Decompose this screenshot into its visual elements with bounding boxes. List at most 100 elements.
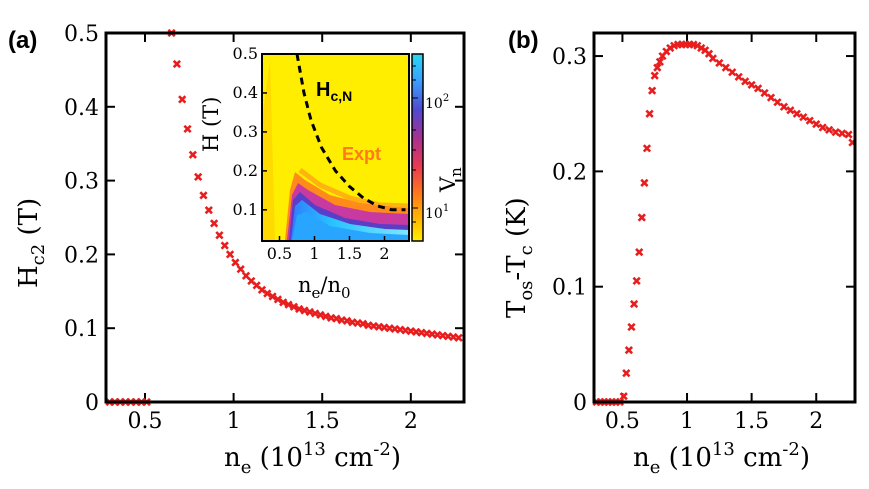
data-point — [289, 302, 298, 311]
data-point — [236, 265, 245, 274]
y-tick-label: 0.1 — [64, 317, 99, 342]
x-tick-label: 1 — [227, 409, 241, 434]
data-point — [640, 178, 649, 188]
data-point — [624, 345, 634, 355]
inset-frame — [261, 53, 410, 242]
data-point — [637, 213, 646, 222]
x-tick-label: 1 — [680, 409, 694, 434]
data-point — [642, 144, 652, 153]
panel-a-x-axis-label: ne (1013 cm-2) — [224, 439, 401, 478]
panel-b-frame — [592, 31, 857, 404]
data-point — [305, 307, 314, 317]
data-point — [627, 322, 636, 332]
data-point — [209, 219, 219, 228]
data-point — [632, 276, 641, 286]
x-tick-label: 0.5 — [127, 409, 162, 434]
data-point — [194, 172, 203, 182]
data-point — [728, 68, 737, 77]
data-point — [273, 295, 283, 304]
data-point — [215, 231, 224, 240]
data-point — [178, 95, 187, 104]
x-tick-label: 1.5 — [734, 409, 769, 434]
data-point — [358, 319, 368, 328]
data-point — [316, 310, 325, 320]
data-point — [799, 113, 808, 122]
data-point — [622, 369, 631, 378]
data-point — [721, 63, 730, 72]
y-tick-label: 0.1 — [552, 276, 587, 301]
data-point — [760, 88, 769, 98]
data-point — [220, 241, 229, 250]
y-tick-label: 0.3 — [64, 170, 99, 195]
data-point — [766, 93, 776, 102]
critical-field-boundary-curve — [295, 54, 406, 212]
panel-a: (a) 0 0.1 0.2 0.3 0.4 0.5 0.5 1 1.5 2 ne (1013 c… — [8, 22, 466, 478]
panel-b-points — [592, 40, 857, 407]
data-point — [321, 312, 330, 321]
data-point — [831, 128, 840, 137]
colorbar — [411, 53, 424, 242]
inset-x-tick-label: 2 — [379, 244, 389, 263]
data-point — [812, 119, 821, 129]
panel-a-y-axis-label: Hc2 (T) — [14, 198, 49, 288]
inset-y-tick-label: 0.5 — [233, 44, 258, 63]
y-tick-label: 0.2 — [64, 243, 99, 268]
data-point — [263, 289, 272, 298]
panel-b-x-axis-label: ne (1013 cm-2) — [633, 439, 810, 478]
data-point — [650, 71, 659, 80]
data-point — [653, 63, 662, 72]
colorbar-tick-100: 102 — [425, 93, 449, 112]
data-point — [332, 314, 341, 323]
inset-y-tick-label: 0.1 — [233, 200, 258, 219]
inset-heatmap: 0.5 0.4 0.3 0.2 0.1 0.5 1 1.5 2 Hc,N Expt ne/n0… — [199, 44, 465, 302]
data-point — [284, 300, 293, 309]
inset-x-axis-label: ne/n0 — [298, 273, 351, 302]
y-tick-label: 0.4 — [64, 96, 99, 121]
colorbar-tick-10: 101 — [425, 203, 449, 222]
panel-b-label: (b) — [508, 27, 539, 54]
panel-a-points — [105, 28, 463, 407]
inset-y-tick-label: 0.3 — [233, 122, 258, 141]
data-point — [805, 116, 814, 125]
data-point — [734, 72, 743, 81]
inset-expt-annotation: Expt — [342, 144, 381, 164]
data-point — [183, 124, 192, 134]
data-point — [172, 59, 182, 69]
y-tick-label: 0 — [85, 391, 99, 416]
data-point — [708, 54, 717, 63]
data-point — [268, 292, 277, 301]
data-point — [818, 123, 827, 132]
data-point — [741, 77, 750, 86]
data-point — [825, 125, 834, 134]
inset-x-tick-label: 1.5 — [337, 244, 362, 263]
panel-b-y-axis-label: Tos-Tc (K) — [502, 197, 537, 318]
data-point — [648, 86, 657, 95]
data-point — [635, 247, 644, 257]
data-point — [225, 250, 235, 259]
data-point — [779, 102, 789, 111]
panel-b-y-ticks: 0 0.1 0.2 0.3 — [552, 45, 855, 416]
panel-b: (b) 0 0.1 0.2 0.3 0.5 1 1.5 2 ne (1013 cm-2) T… — [502, 27, 857, 478]
data-point — [844, 130, 853, 139]
x-tick-label: 2 — [404, 409, 418, 434]
data-point — [747, 80, 756, 90]
data-point — [645, 109, 654, 118]
inset-y-ticks: 0.5 0.4 0.3 0.2 0.1 — [233, 44, 267, 219]
panel-b-x-ticks: 0.5 1 1.5 2 — [605, 33, 823, 434]
data-point — [773, 98, 782, 107]
inset-hcn-annotation: Hc,N — [316, 79, 352, 104]
inset-x-tick-label: 0.5 — [267, 244, 292, 263]
data-point — [454, 333, 463, 342]
data-point — [619, 392, 628, 401]
data-point — [655, 57, 665, 66]
inset-y-tick-label: 0.2 — [233, 161, 258, 180]
data-point — [204, 206, 213, 215]
data-point — [199, 191, 208, 200]
data-point — [715, 58, 724, 68]
data-point — [342, 316, 352, 325]
y-tick-label: 0.3 — [552, 45, 587, 70]
data-point — [753, 84, 763, 93]
inset-x-ticks: 0.5 1 1.5 2 — [267, 236, 390, 263]
colorbar-label: Vn — [436, 167, 465, 193]
data-point — [629, 299, 639, 309]
